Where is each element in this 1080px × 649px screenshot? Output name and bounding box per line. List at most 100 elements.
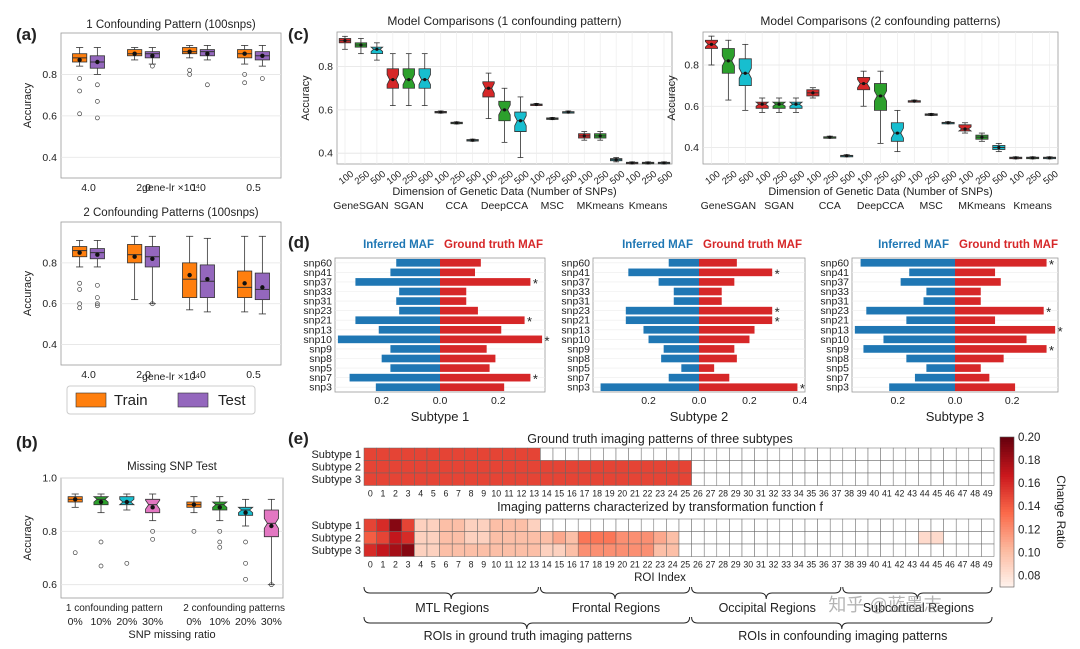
significance-star: *	[1049, 343, 1054, 358]
brace-occipital	[691, 586, 842, 600]
outlier-point	[217, 528, 223, 534]
column-label: 38	[844, 489, 854, 499]
top-heatmap-cell	[527, 447, 541, 461]
mean-marker	[455, 121, 459, 125]
bottom-heatmap-cell	[451, 531, 466, 545]
outlier-point	[95, 115, 100, 121]
colorbar-segment	[1000, 467, 1014, 470]
column-label: 8	[469, 489, 474, 499]
column-label: 10	[491, 560, 501, 570]
bottom-heatmap-cell	[603, 518, 617, 532]
bar-ground-truth-snp21	[955, 316, 996, 325]
x-axis-label: SNP missing ratio	[128, 629, 215, 641]
bar-inferred-snp7	[914, 373, 955, 382]
top-heatmap-cell	[955, 472, 970, 486]
bottom-heatmap-cell	[514, 518, 529, 532]
snp-label: snp60	[820, 257, 849, 269]
colorbar-segment	[1000, 572, 1014, 575]
bottom-heatmap-cell	[527, 543, 541, 557]
colorbar-segment	[1000, 569, 1014, 573]
chart-a1: 1 Confounding Pattern (100snps) 0.4 0.6 0.8…	[22, 19, 282, 194]
bar-inferred-snp7	[668, 373, 699, 382]
bottom-heatmap-cell	[880, 543, 894, 557]
bottom-heatmap-cell	[489, 518, 503, 532]
method-label: DeepCCA	[481, 200, 528, 212]
column-label: 30	[743, 489, 753, 499]
bottom-heatmap-cell	[867, 531, 881, 545]
colorbar-segment	[1000, 444, 1014, 448]
x-tick-label: 2.0	[136, 182, 151, 194]
bar-ground-truth-snp33	[440, 287, 467, 296]
brace-confounding	[691, 616, 993, 630]
colorbar-segment	[1000, 557, 1014, 560]
box-train-1	[127, 244, 143, 264]
top-heatmap-cell	[464, 447, 478, 461]
colorbar-segment	[1000, 439, 1014, 443]
top-heatmap-cell	[779, 447, 793, 461]
bar-inferred-snp33	[399, 287, 440, 296]
mean-marker	[205, 277, 210, 282]
bar-inferred-snp9	[390, 345, 440, 353]
mean-marker	[743, 71, 747, 75]
bottom-heatmap-cell	[817, 518, 831, 532]
bar-inferred-snp10	[883, 335, 955, 344]
bottom-heatmap-cell	[716, 543, 730, 557]
significance-star: *	[800, 381, 805, 396]
mean-marker	[439, 110, 443, 114]
mean-marker	[343, 39, 347, 43]
top-heatmap-cell	[414, 447, 428, 461]
bar-ground-truth-snp7	[699, 373, 730, 382]
colorbar-frame	[999, 436, 1015, 588]
top-heatmap-cell	[905, 472, 919, 486]
bar-inferred-snp23	[866, 306, 955, 315]
bottom-heatmap-cell	[439, 518, 453, 532]
column-label: 36	[819, 560, 829, 570]
bottom-heatmap-cell	[968, 543, 982, 557]
bar-inferred-snp13	[854, 325, 955, 334]
bottom-heatmap-cell	[678, 518, 692, 532]
top-heatmap-cell	[502, 460, 516, 474]
column-label: 32	[769, 489, 779, 499]
top-heatmap-cell	[817, 472, 831, 486]
top-heatmap-cell	[955, 460, 970, 474]
colorbar-segment	[1000, 562, 1014, 565]
x-axis-label: Dimension of Genetic Data (Number of SNP…	[392, 186, 616, 198]
colorbar-segment	[1000, 459, 1014, 463]
subtype-label: Subtype 3	[926, 409, 985, 424]
bottom-heatmap-cell	[754, 543, 768, 557]
snp-label: snp5	[567, 363, 590, 375]
ground-truth-maf-title: Ground truth MAF	[444, 239, 543, 251]
column-label: 35	[806, 560, 816, 570]
outlier-point	[124, 560, 130, 566]
bottom-heatmap-cell	[842, 543, 856, 557]
x-tick-label: 0.0	[433, 395, 448, 407]
x-tick-label: 0.2	[641, 395, 656, 407]
bottom-heatmap-cell	[477, 543, 491, 557]
mean-marker	[72, 497, 78, 502]
bottom-heatmap-cell	[943, 543, 957, 557]
top-heatmap-cell	[502, 472, 516, 486]
column-label: 46	[945, 560, 955, 570]
outlier-point	[187, 72, 192, 77]
bar-ground-truth-snp23	[699, 306, 773, 315]
column-label: 44	[920, 489, 930, 499]
colorbar-tick-label: 0.16	[1018, 478, 1040, 490]
snp-label: snp37	[561, 276, 590, 288]
column-label: 9	[481, 560, 486, 570]
mean-marker	[191, 502, 197, 507]
colorbar-segment	[1000, 507, 1014, 510]
column-label: 37	[832, 489, 842, 499]
x-tick-label: 0.2	[1005, 395, 1020, 407]
bottom-heatmap-cell	[388, 543, 403, 557]
column-label: 46	[945, 489, 955, 499]
x-tick-label: 1.0	[191, 369, 206, 381]
bar-inferred-snp5	[926, 364, 955, 372]
bar-ground-truth-snp33	[955, 287, 981, 296]
chart-title: Missing SNP Test	[127, 461, 217, 473]
bar-ground-truth-snp9	[955, 345, 1047, 353]
colorbar-segment	[1000, 472, 1014, 475]
column-label: 14	[542, 560, 552, 570]
column-label: 26	[693, 560, 703, 570]
mean-marker	[217, 505, 222, 510]
colorbar-tick-label: 0.12	[1018, 524, 1040, 536]
